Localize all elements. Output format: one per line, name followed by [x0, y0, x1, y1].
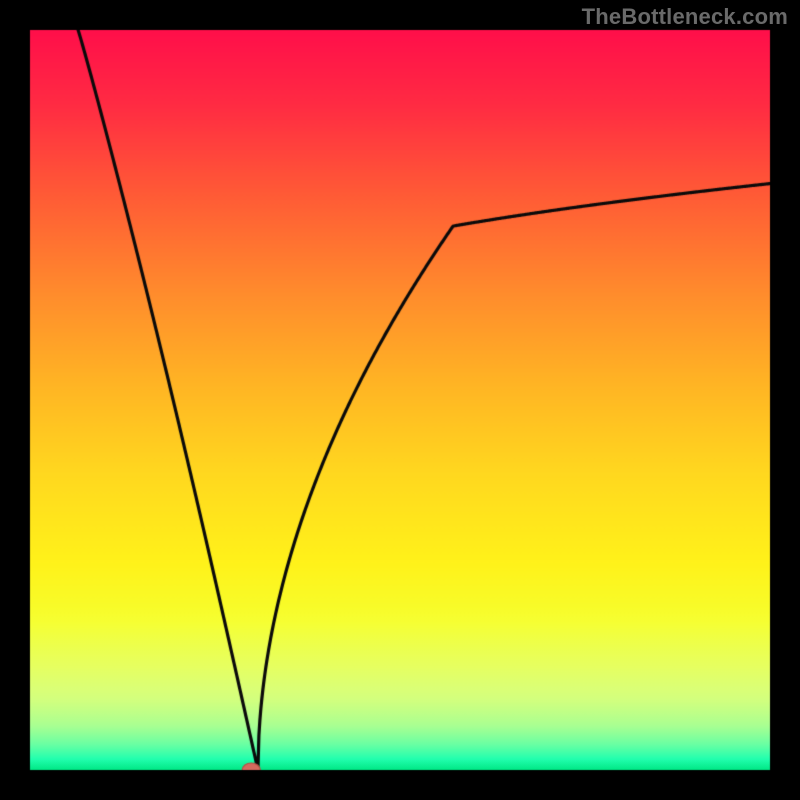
- chart-canvas: [0, 0, 800, 800]
- chart-stage: TheBottleneck.com: [0, 0, 800, 800]
- watermark-text: TheBottleneck.com: [582, 4, 788, 30]
